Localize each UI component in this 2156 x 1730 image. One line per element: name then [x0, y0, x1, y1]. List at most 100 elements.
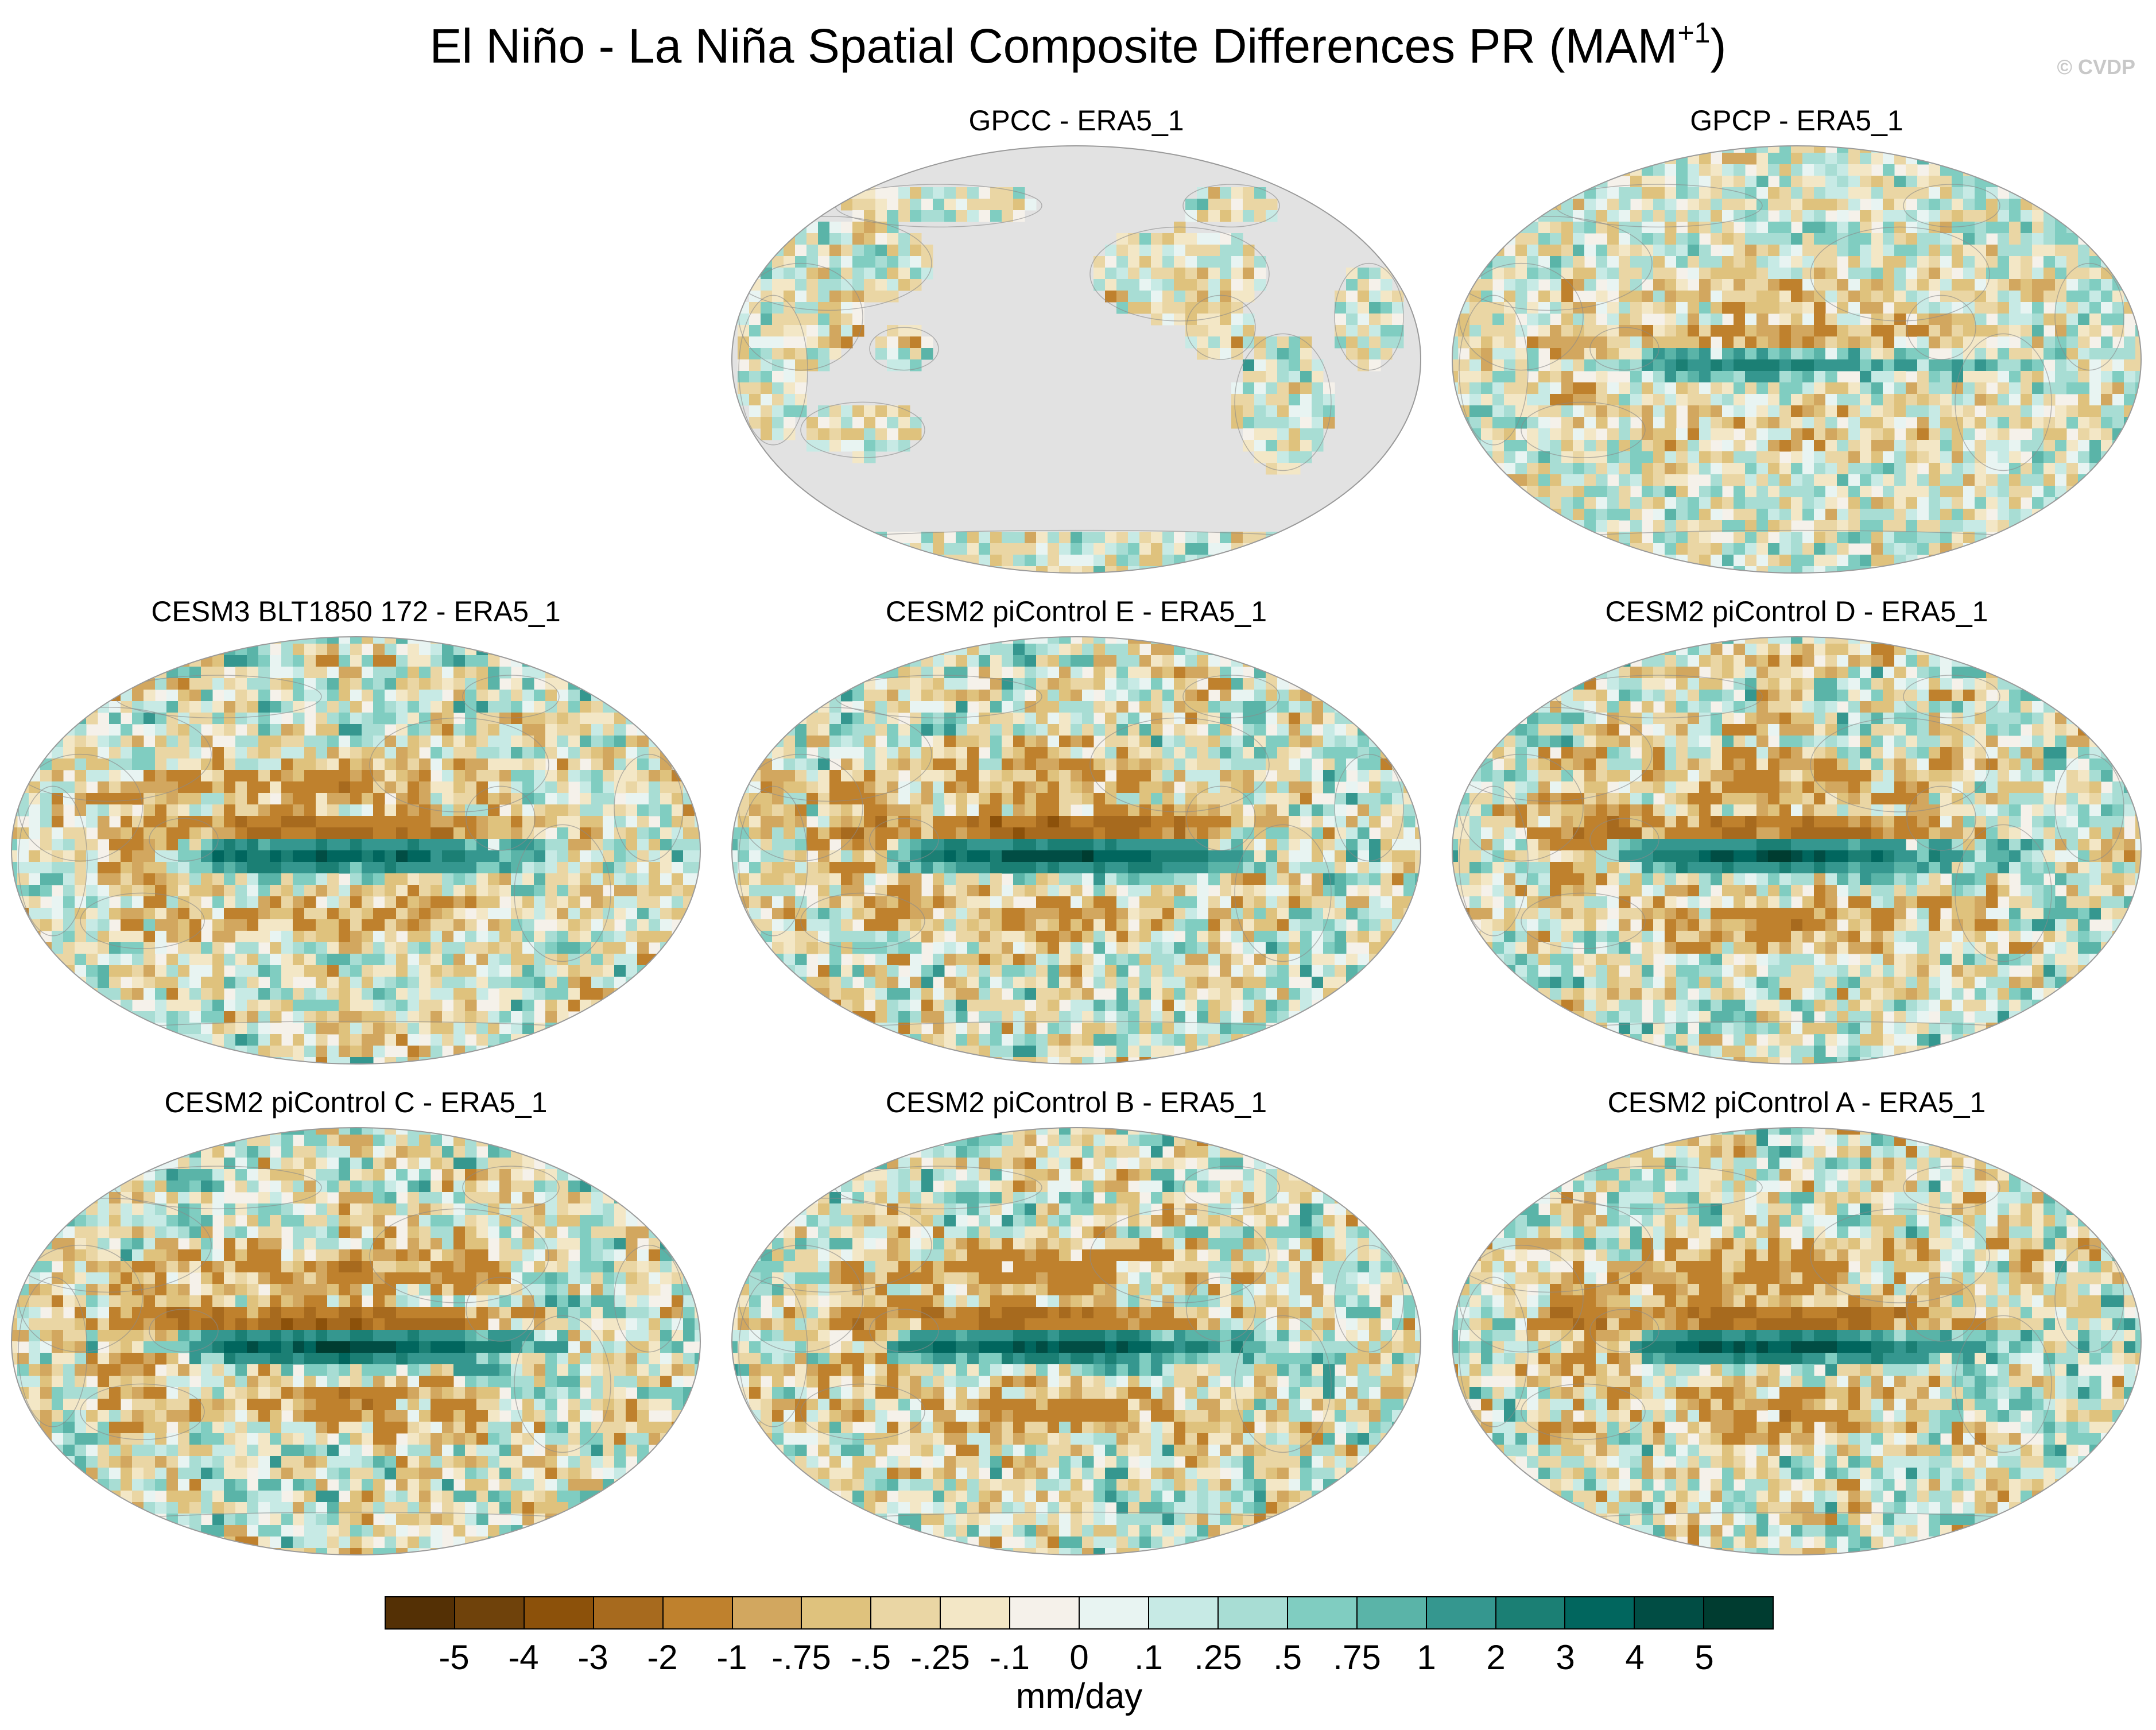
map-cell — [1082, 701, 1094, 713]
map-cell — [990, 532, 1002, 544]
map-cell — [1986, 486, 1998, 498]
map-cell — [818, 770, 830, 782]
map-cell — [178, 1011, 190, 1023]
map-cell — [499, 954, 511, 966]
map-cell — [1013, 690, 1025, 702]
map-cell — [476, 873, 488, 885]
map-cell — [166, 965, 179, 977]
map-cell — [672, 816, 684, 828]
map-field — [11, 637, 700, 1064]
map-cell — [784, 394, 796, 406]
map-cell — [1894, 291, 1906, 303]
map-cell — [75, 885, 87, 897]
map-cell — [591, 885, 603, 897]
map-cell — [784, 314, 796, 326]
map-cell — [1791, 348, 1803, 360]
map-cell — [144, 816, 156, 828]
map-cell — [431, 885, 443, 897]
map-cell — [86, 770, 98, 782]
map-cell — [772, 359, 784, 371]
map-cell — [637, 885, 649, 897]
map-cell — [1607, 245, 1619, 257]
map-cell — [626, 758, 638, 771]
map-cell — [144, 850, 156, 862]
map-cell — [1894, 451, 1906, 463]
map-cell — [316, 839, 328, 851]
map-cell — [1197, 781, 1209, 794]
map-cell — [1917, 394, 1929, 406]
map-cell — [488, 850, 500, 862]
map-cell — [1151, 747, 1163, 759]
map-cell — [1266, 690, 1278, 702]
map-cell — [1458, 359, 1470, 371]
map-cell — [1756, 348, 1769, 360]
map-cell — [1139, 279, 1151, 291]
map-cell — [637, 942, 649, 954]
map-cell — [522, 678, 534, 690]
map-cell — [1929, 509, 1941, 521]
map-cell — [1561, 325, 1573, 337]
map-cell — [1185, 336, 1197, 349]
map-cell — [660, 804, 672, 816]
map-cell — [967, 532, 979, 544]
map-cell — [419, 644, 431, 656]
map-cell — [224, 690, 236, 702]
map-cell — [1825, 463, 1837, 475]
map-cell — [1231, 839, 1243, 851]
map-cell — [373, 678, 385, 690]
map-cell — [144, 690, 156, 702]
map-cell — [339, 690, 351, 702]
map-cell — [534, 977, 546, 989]
map-cell — [247, 736, 259, 748]
map-cell — [580, 713, 592, 725]
map-cell — [841, 713, 853, 725]
map-cell — [1358, 314, 1370, 326]
map-cell — [1998, 440, 2010, 452]
map-cell — [1848, 279, 1860, 291]
map-cell — [545, 862, 557, 874]
map-cell — [1734, 164, 1746, 176]
map-cell — [1665, 187, 1677, 199]
map-cell — [1665, 532, 1677, 544]
map-cell — [1871, 543, 1883, 555]
map-cell — [864, 747, 876, 759]
map-cell — [511, 713, 523, 725]
map-cell — [373, 873, 385, 885]
map-cell — [166, 701, 179, 713]
map-cell — [990, 210, 1002, 222]
map-cell — [979, 667, 991, 679]
map-cell — [1254, 804, 1266, 816]
map-cell — [304, 667, 316, 679]
map-cell — [1105, 804, 1117, 816]
map-cell — [1403, 827, 1416, 839]
map-cell — [910, 199, 922, 211]
map-cell — [1734, 520, 1746, 532]
map-cell — [990, 655, 1002, 667]
map-cell — [614, 977, 626, 989]
map-cell — [1504, 256, 1516, 268]
map-cell — [1745, 210, 1757, 222]
map-cell — [350, 804, 362, 816]
map-cell — [247, 713, 259, 725]
map-cell — [189, 965, 201, 977]
map-cell — [1254, 678, 1266, 690]
map-cell — [1791, 428, 1803, 440]
map-cell — [1492, 348, 1504, 360]
map-cell — [442, 965, 454, 977]
map-cell — [373, 781, 385, 794]
map-cell — [1929, 268, 1941, 280]
map-cell — [465, 827, 477, 839]
map-cell — [1975, 440, 1987, 452]
map-cell — [293, 1011, 305, 1023]
map-cell — [224, 678, 236, 690]
map-cell — [545, 770, 557, 782]
map-cell — [511, 770, 523, 782]
map-cell — [408, 1011, 420, 1023]
map-cell — [1197, 713, 1209, 725]
map-cell — [898, 233, 910, 245]
map-cell — [1185, 770, 1197, 782]
map-cell — [1906, 405, 1918, 417]
map-cell — [1231, 532, 1243, 544]
map-cell — [933, 543, 945, 555]
map-cell — [1699, 176, 1711, 188]
